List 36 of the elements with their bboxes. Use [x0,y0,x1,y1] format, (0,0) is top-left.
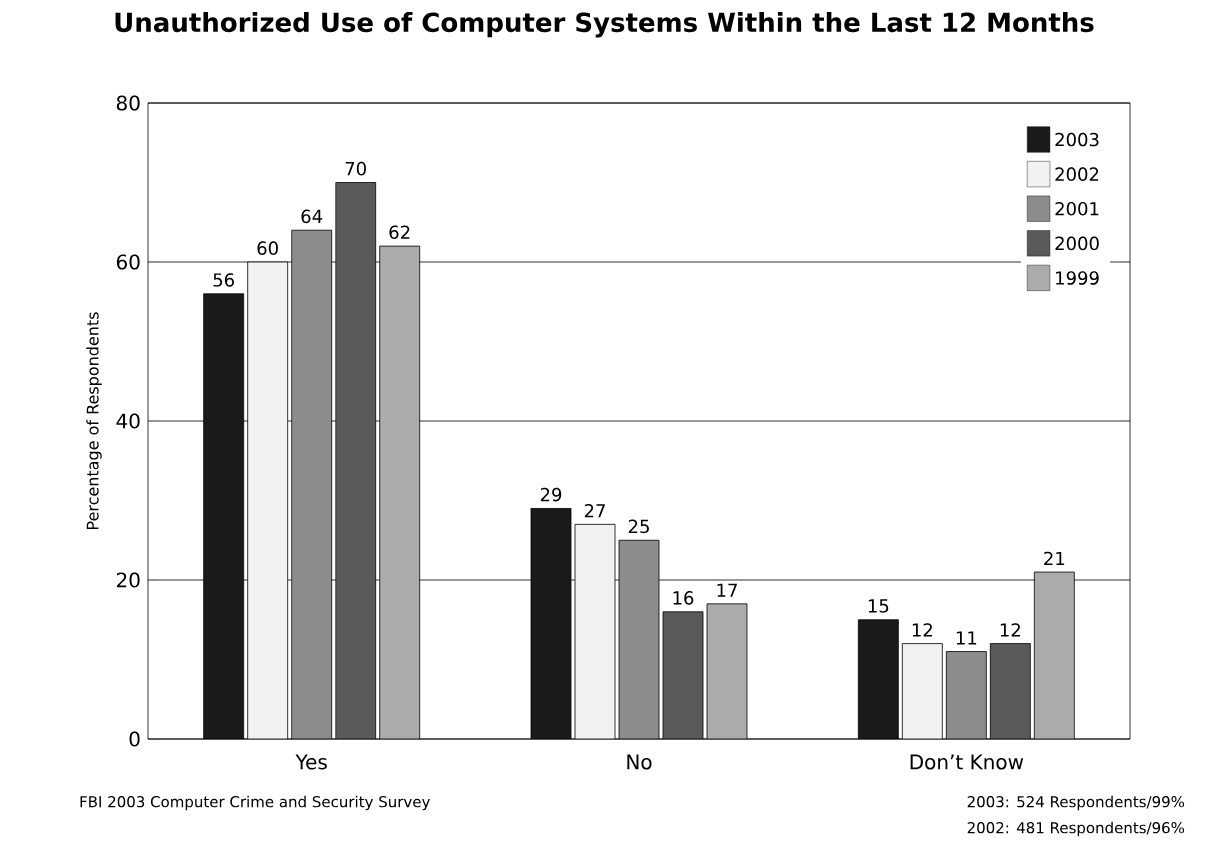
x-tick-label: Don’t Know [910,754,1024,770]
legend-label: 2003 [1055,132,1099,147]
data-label: 21 [1044,551,1065,565]
bar [379,245,421,739]
data-label: 70 [345,161,366,176]
data-label: 60 [257,241,278,255]
data-label: 15 [868,599,889,613]
data-label: 11 [956,631,977,645]
data-label: 29 [540,487,562,502]
legend-label: 2001 [1055,201,1099,216]
data-label: 25 [628,519,649,534]
legend-label: 1999 [1056,271,1099,285]
legend-label: 2002 [1055,167,1099,181]
data-label: 12 [1000,623,1020,637]
text: 2003: 524 Respondents/99% [967,795,1185,811]
data-label: 64 [301,209,323,224]
bar [1033,571,1075,739]
y-tick-label: 60 [116,254,140,270]
text: FBI 2003 Computer Crime and Security Survey [80,795,430,811]
data-label: 62 [389,225,410,240]
y-tick-label: 0 [129,731,140,747]
y-axis-title: Percentage of Respondents [86,312,102,529]
data-label: 12 [912,623,932,637]
x-tick-label: No [627,754,652,770]
data-label: 17 [717,583,737,597]
bar [706,603,748,739]
chart-title: Unauthorized Use of Computer Systems Within the Last 12 Months [115,12,1094,38]
data-label: 56 [213,273,234,287]
y-tick-label: 40 [116,413,140,429]
data-label: 27 [584,503,605,518]
x-tick-label: Yes [295,754,327,770]
y-tick-label: 80 [116,95,140,111]
y-tick-label: 20 [116,572,140,588]
legend-label: 2000 [1055,236,1099,251]
data-label: 16 [673,591,694,605]
text: 2002: 481 Respondents/96% [967,821,1185,837]
